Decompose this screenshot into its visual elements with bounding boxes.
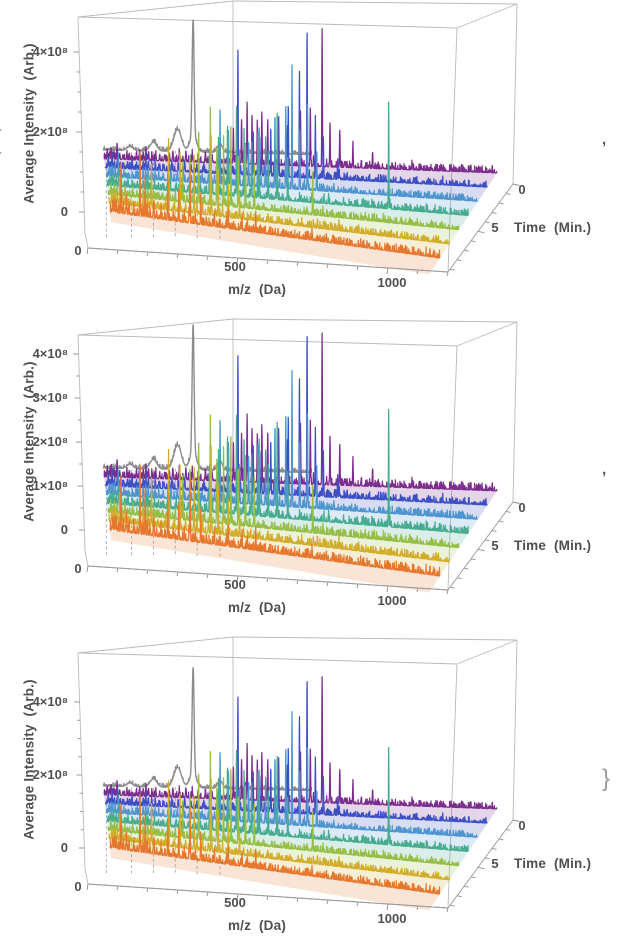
time-tick-label: 5: [491, 220, 499, 236]
plot-3: Average Intensity (Arb.) m/z (Da) Time (…: [0, 624, 617, 936]
y-tick-label: 0: [60, 522, 68, 537]
time-tick-label: 0: [518, 182, 526, 197]
y-tick-label: 4×10⁸: [32, 694, 68, 709]
y-tick-label: 4×10⁸: [32, 44, 68, 59]
x-tick-label: 0: [74, 243, 82, 258]
y-tick-label: 4×10⁸: [32, 346, 68, 361]
y-tick-label: 1×10⁸: [32, 478, 68, 493]
y-tick-label: 3×10⁸: [32, 390, 68, 405]
time-tick-label: 0: [518, 500, 526, 515]
time-tick-label: 5: [491, 538, 499, 554]
plot-1: Average Intensity (Arb.) m/z (Da) Time (…: [0, 0, 617, 312]
time-axis-title: Time (Min.): [514, 220, 592, 235]
plot-2: Average Intensity (Arb.) m/z (Da) Time (…: [0, 312, 617, 624]
x-tick-label: 1000: [377, 593, 407, 608]
time-axis-title: Time (Min.): [514, 538, 592, 553]
x-tick-label: 500: [224, 895, 246, 910]
x-axis-title: m/z (Da): [227, 600, 287, 615]
time-tick-label: 5: [491, 856, 499, 872]
x-tick-label: 0: [74, 561, 82, 576]
x-tick-label: 500: [224, 577, 246, 592]
list-separator: ,: [602, 461, 607, 478]
x-tick-label: 500: [224, 259, 246, 274]
x-tick-label: 0: [74, 879, 82, 894]
x-axis-title: m/z (Da): [227, 918, 287, 933]
time-tick-label: 0: [518, 818, 526, 833]
y-tick-label: 0: [60, 204, 68, 219]
y-tick-label: 0: [60, 840, 68, 855]
time-axis-title: Time (Min.): [514, 856, 592, 871]
x-tick-label: 1000: [377, 911, 407, 926]
y-tick-label: 2×10⁸: [32, 124, 68, 139]
list-separator: ,: [602, 131, 607, 148]
list-open-brace: {: [0, 124, 2, 155]
x-axis-title: m/z (Da): [227, 282, 287, 297]
y-tick-label: 2×10⁸: [32, 767, 68, 782]
y-tick-label: 2×10⁸: [32, 434, 68, 449]
list-separator: }: [602, 765, 611, 792]
x-tick-label: 1000: [377, 275, 407, 290]
